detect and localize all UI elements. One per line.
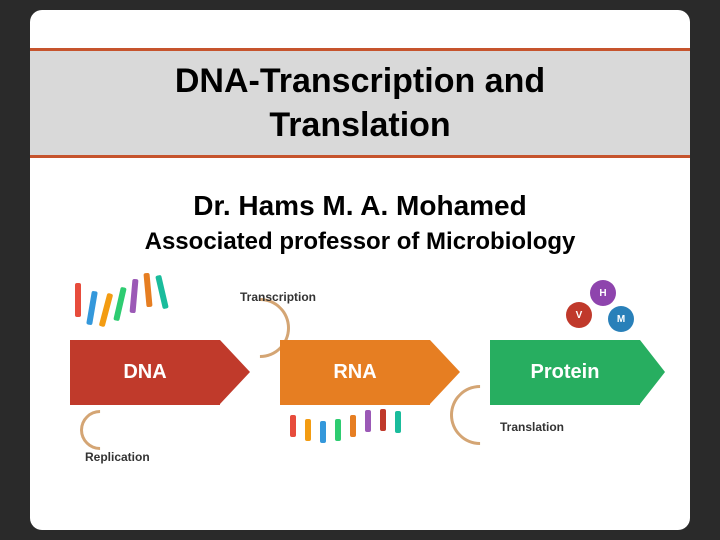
title-line-1: DNA-Transcription and	[175, 59, 545, 103]
title-line-2: Translation	[269, 103, 450, 147]
bead-m: M	[608, 306, 634, 332]
central-dogma-diagram: DNA Transcription RNA Translation Protei…	[55, 270, 665, 505]
author-name: Dr. Hams M. A. Mohamed	[30, 190, 690, 222]
slide: DNA-Transcription and Translation Dr. Ha…	[30, 10, 690, 530]
rna-strand-icon	[290, 410, 420, 450]
rna-label: RNA	[333, 361, 376, 384]
transcription-label: Transcription	[240, 290, 316, 304]
bead-v: V	[566, 302, 592, 328]
replication-label: Replication	[85, 450, 150, 464]
protein-label: Protein	[531, 361, 600, 384]
title-band: DNA-Transcription and Translation	[30, 48, 690, 158]
protein-beads-icon: H V M	[560, 280, 650, 335]
rna-node: RNA	[280, 340, 430, 405]
rna-arrow-icon	[430, 340, 460, 404]
dna-node: DNA	[70, 340, 220, 405]
protein-node: Protein	[490, 340, 640, 405]
dna-label: DNA	[123, 361, 166, 384]
translation-label: Translation	[500, 420, 564, 434]
protein-arrow-icon	[640, 340, 665, 404]
bead-h: H	[590, 280, 616, 306]
dna-helix-icon	[75, 275, 185, 335]
author-role: Associated professor of Microbiology	[30, 228, 690, 256]
